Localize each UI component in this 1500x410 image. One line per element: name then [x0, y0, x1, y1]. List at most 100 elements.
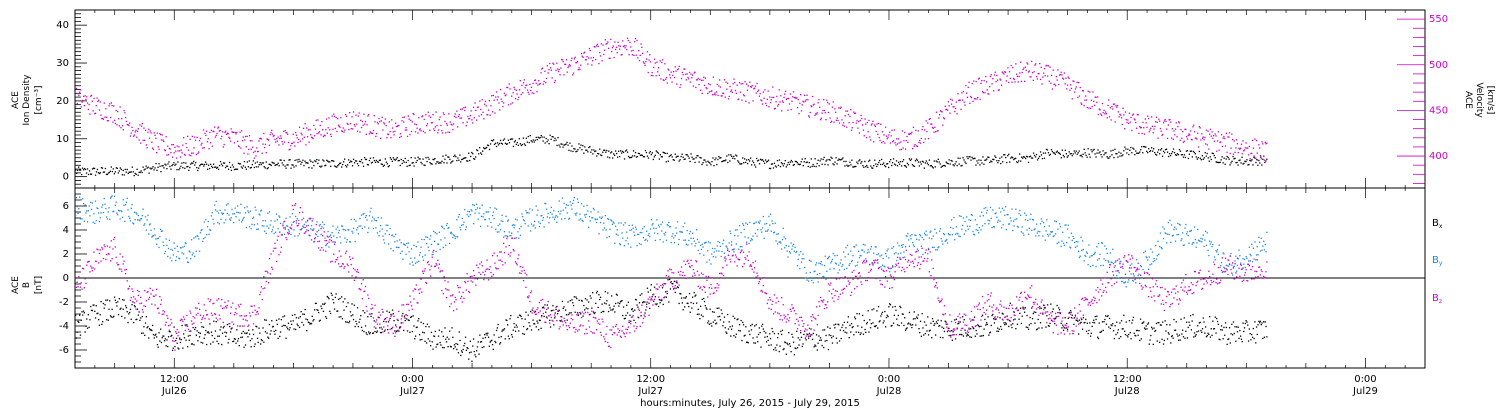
bx-point	[410, 316, 412, 318]
by-point	[194, 255, 196, 257]
by-point	[409, 263, 411, 265]
density-point	[370, 162, 373, 164]
by-point	[256, 223, 259, 225]
velocity-point	[1265, 143, 1267, 145]
velocity-point	[993, 90, 995, 92]
bx-point	[108, 308, 110, 310]
velocity-point	[797, 99, 799, 101]
bx-point	[167, 336, 170, 338]
density-point	[161, 165, 163, 167]
bx-point	[194, 328, 196, 331]
by-point	[250, 228, 252, 230]
velocity-point	[1037, 73, 1039, 75]
bx-point	[1158, 322, 1160, 324]
bx-point	[803, 333, 805, 336]
velocity-point	[152, 147, 154, 149]
by-point	[430, 243, 433, 245]
density-point	[1148, 148, 1150, 150]
bx-point	[466, 347, 468, 349]
by-point	[347, 228, 349, 231]
velocity-point	[766, 98, 768, 100]
by-point	[287, 229, 290, 231]
velocity-point	[758, 95, 760, 97]
bx-point	[1048, 325, 1050, 327]
density-point	[692, 158, 694, 160]
bx-point	[592, 292, 594, 294]
by-point	[212, 218, 214, 220]
velocity-point	[149, 130, 151, 132]
by-point	[274, 220, 276, 222]
by-point	[234, 207, 236, 209]
density-point	[229, 166, 232, 168]
bx-point	[958, 322, 960, 324]
by-point	[371, 220, 373, 222]
by-point	[575, 214, 577, 216]
density-point	[975, 164, 977, 166]
bx-point	[360, 315, 362, 317]
density-point	[200, 163, 202, 166]
bx-point	[658, 299, 660, 301]
bx-point	[561, 300, 564, 303]
bx-point	[318, 320, 321, 322]
by-point	[338, 229, 340, 232]
velocity-point	[630, 50, 633, 52]
by-point	[356, 229, 358, 231]
velocity-point	[488, 100, 490, 102]
bx-point	[1232, 334, 1234, 336]
bx-point	[855, 331, 857, 333]
density-point	[1178, 149, 1181, 151]
density-point	[414, 157, 416, 159]
bx-point	[1236, 331, 1239, 333]
by-point	[260, 209, 263, 211]
bx-point	[1205, 326, 1207, 328]
velocity-point	[977, 78, 980, 80]
density-point	[406, 165, 408, 167]
bx-point	[416, 326, 418, 328]
bx-point	[572, 302, 574, 304]
density-point	[639, 154, 642, 156]
by-point	[424, 254, 426, 256]
bx-point	[1241, 341, 1243, 343]
by-point	[472, 204, 474, 206]
velocity-point	[666, 82, 668, 84]
velocity-point	[698, 83, 700, 86]
bx-point	[824, 340, 826, 342]
density-point	[1229, 164, 1231, 166]
velocity-point	[854, 112, 856, 115]
density-point	[1100, 154, 1102, 156]
velocity-point	[1201, 137, 1204, 139]
velocity-point	[129, 135, 132, 137]
velocity-point	[792, 91, 795, 93]
density-point	[1189, 150, 1191, 152]
density-point	[757, 159, 760, 161]
by-point	[544, 202, 546, 205]
bx-point	[869, 327, 872, 329]
velocity-point	[154, 134, 156, 136]
bx-point	[864, 328, 866, 331]
bx-point	[75, 337, 78, 339]
by-point	[211, 212, 213, 214]
density-point	[813, 165, 815, 167]
bx-point	[194, 326, 197, 329]
bx-point	[762, 328, 764, 330]
bx-point	[1121, 328, 1123, 330]
velocity-point	[1140, 126, 1142, 129]
by-point	[207, 220, 209, 223]
density-point	[949, 163, 951, 165]
bx-point	[922, 327, 924, 329]
bx-point	[469, 340, 471, 342]
by-point	[419, 251, 421, 254]
density-point	[803, 161, 805, 163]
bx-point	[738, 329, 740, 332]
by-point	[444, 237, 446, 239]
by-point	[264, 230, 266, 232]
density-point	[469, 159, 471, 162]
velocity-point	[217, 127, 219, 129]
velocity-point	[777, 105, 779, 107]
by-point	[314, 240, 316, 243]
density-point	[527, 135, 529, 138]
velocity-point	[1237, 151, 1239, 154]
by-point	[441, 225, 443, 227]
density-point	[119, 167, 121, 169]
density-point	[1115, 153, 1117, 155]
